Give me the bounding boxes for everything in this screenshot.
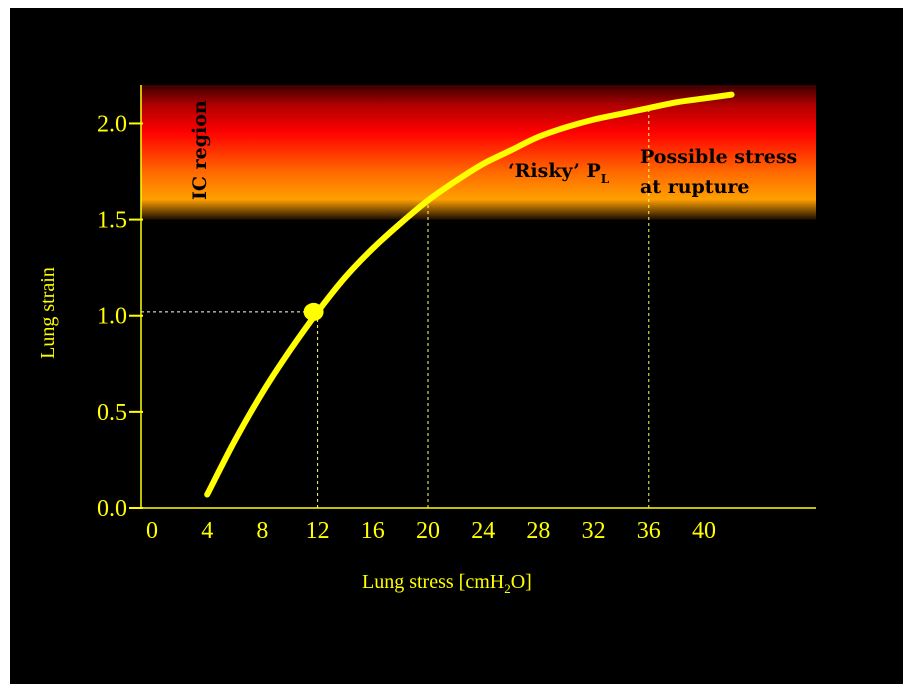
x-tick-label-32: 32 <box>582 518 606 544</box>
highlight-point <box>303 302 324 321</box>
y-axis-title: Lung strain <box>37 267 59 359</box>
chart-frame: 0.0 0.5 1.0 1.5 2.0 0 4 8 12 16 20 24 28 32 36 40 IC re… <box>10 8 903 684</box>
y-tick-label-0.5: 0.5 <box>97 400 127 426</box>
danger-band <box>141 85 816 220</box>
x-tick-label-12: 12 <box>306 518 330 544</box>
y-tick-label-1.0: 1.0 <box>97 304 127 330</box>
x-tick-label-40: 40 <box>692 518 716 544</box>
rupture-label-line1: Possible stress <box>640 146 797 168</box>
x-tick-label-4: 4 <box>201 518 213 544</box>
y-tick-label-0.0: 0.0 <box>97 496 127 522</box>
x-tick-label-24: 24 <box>471 518 495 544</box>
y-tick-label-2.0: 2.0 <box>97 111 127 137</box>
x-tick-label-36: 36 <box>637 518 661 544</box>
rupture-label-line2: at rupture <box>640 176 750 198</box>
x-tick-label-16: 16 <box>361 518 385 544</box>
y-tick-label-1.5: 1.5 <box>97 208 127 234</box>
x-tick-label-8: 8 <box>256 518 268 544</box>
x-tick-label-20: 20 <box>416 518 440 544</box>
strain-curve <box>204 91 735 498</box>
x-axis-title: Lung stress [cmH2O] <box>362 571 532 596</box>
risky-label: ‘Risky’ PL <box>508 160 610 186</box>
x-tick-label-28: 28 <box>526 518 550 544</box>
x-tick-label-0: 0 <box>146 518 158 544</box>
stress-strain-chart: 0.0 0.5 1.0 1.5 2.0 0 4 8 12 16 20 24 28 32 36 40 IC re… <box>37 85 816 596</box>
ic-region-label: IC region <box>189 100 211 200</box>
